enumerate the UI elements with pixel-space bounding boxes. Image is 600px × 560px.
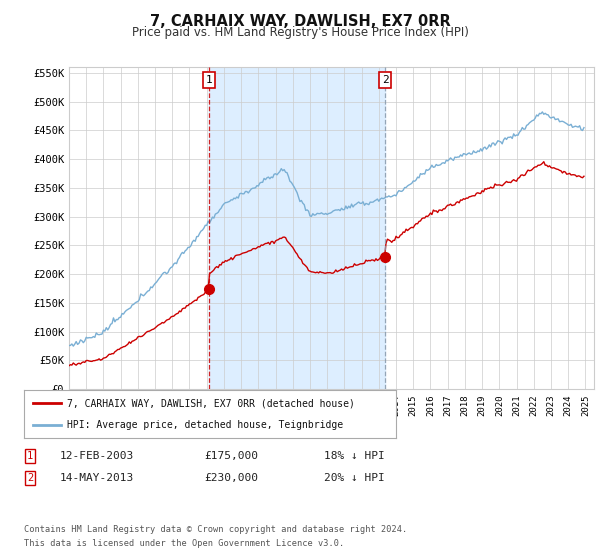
Text: 18% ↓ HPI: 18% ↓ HPI [324, 451, 385, 461]
Text: 7, CARHAIX WAY, DAWLISH, EX7 0RR (detached house): 7, CARHAIX WAY, DAWLISH, EX7 0RR (detach… [67, 398, 355, 408]
Text: £230,000: £230,000 [204, 473, 258, 483]
Text: 1: 1 [205, 75, 212, 85]
Text: 20% ↓ HPI: 20% ↓ HPI [324, 473, 385, 483]
Text: 7, CARHAIX WAY, DAWLISH, EX7 0RR: 7, CARHAIX WAY, DAWLISH, EX7 0RR [149, 14, 451, 29]
Text: Contains HM Land Registry data © Crown copyright and database right 2024.: Contains HM Land Registry data © Crown c… [24, 525, 407, 534]
Text: 12-FEB-2003: 12-FEB-2003 [60, 451, 134, 461]
Text: 14-MAY-2013: 14-MAY-2013 [60, 473, 134, 483]
Text: This data is licensed under the Open Government Licence v3.0.: This data is licensed under the Open Gov… [24, 539, 344, 548]
Text: £175,000: £175,000 [204, 451, 258, 461]
Text: Price paid vs. HM Land Registry's House Price Index (HPI): Price paid vs. HM Land Registry's House … [131, 26, 469, 39]
Text: HPI: Average price, detached house, Teignbridge: HPI: Average price, detached house, Teig… [67, 420, 343, 430]
Bar [209, 67, 385, 389]
Text: 2: 2 [27, 473, 33, 483]
Text: 2: 2 [382, 75, 389, 85]
Text: 1: 1 [27, 451, 33, 461]
